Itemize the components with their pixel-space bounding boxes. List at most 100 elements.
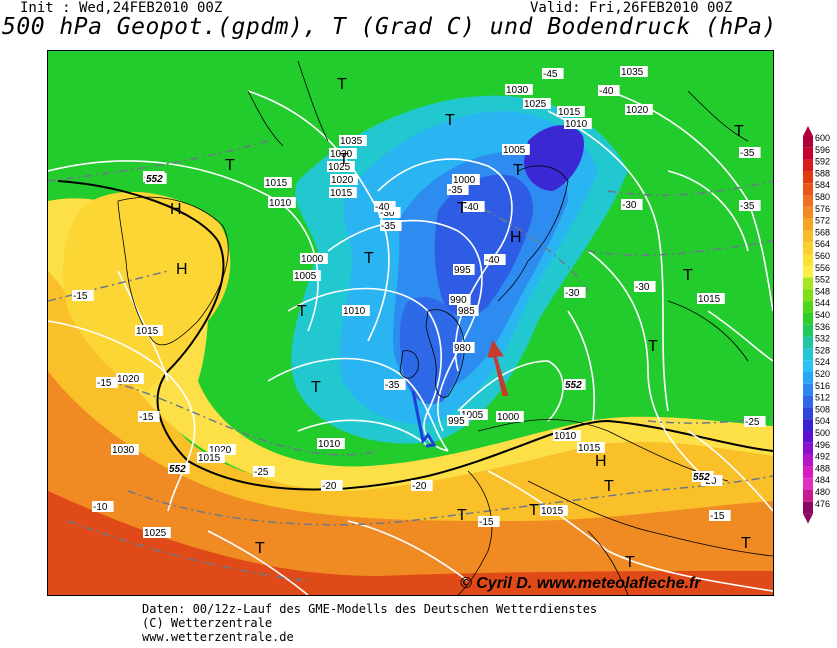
legend-swatch [803, 348, 813, 361]
legend-level-label: 512 [815, 393, 830, 403]
pressure-label: 1020 [117, 374, 140, 385]
pressure-label-bg [620, 66, 648, 77]
blue-arrow [411, 390, 437, 448]
geopotential-label-bg [564, 379, 586, 390]
temperature-label: -35 [448, 185, 463, 196]
temperature-label-bg [739, 200, 761, 211]
pressure-label-bg [111, 444, 139, 455]
temperature-label-bg [253, 466, 275, 477]
pressure-label: 1000 [497, 412, 520, 423]
legend-swatch [803, 372, 813, 384]
pressure-label-bg [697, 293, 725, 304]
temperature-label: -40 [464, 202, 479, 213]
high-pressure-marker: H [176, 261, 188, 278]
pressure-label: 1000 [301, 254, 324, 265]
pressure-label: 1015 [578, 443, 601, 454]
legend-swatch [803, 159, 813, 172]
temperature-label: -20 [412, 481, 427, 492]
low-pressure-marker: T [734, 123, 744, 140]
chart-title: 500 hPa Geopot.(gpdm), T (Grad C) und Bo… [2, 14, 777, 40]
temperature-label-bg [96, 377, 118, 388]
low-pressure-marker: T [741, 535, 751, 552]
low-pressure-marker: T [457, 200, 467, 217]
valid-time-label: Valid: Fri,26FEB2010 00Z [530, 0, 733, 16]
legend-swatch [803, 431, 813, 443]
pressure-label: 1015 [198, 453, 221, 464]
temperature-label: -35 [381, 221, 396, 232]
legend-level-label: 584 [815, 180, 830, 190]
temperature-label-bg [564, 287, 586, 298]
temperature-label-bg [138, 411, 160, 422]
legend-level-label: 516 [815, 381, 830, 391]
pressure-label-bg [449, 294, 471, 305]
pressure-label-bg [540, 505, 568, 516]
footer-copyright: (C) Wetterzentrale [142, 616, 273, 630]
pressure-label: 1025 [524, 99, 547, 110]
legend-swatch [803, 301, 813, 313]
pressure-label-bg [342, 305, 370, 316]
pressure-label-bg [268, 197, 296, 208]
temperature-label-bg [542, 68, 564, 79]
legend-level-label: 576 [815, 204, 830, 214]
legend-level-label: 528 [815, 345, 830, 355]
geopotential-label: 552 [169, 464, 186, 475]
pressure-label: 1010 [343, 306, 366, 317]
pressure-label-bg [208, 444, 236, 455]
legend-level-label: 560 [815, 251, 830, 261]
legend-swatch [803, 324, 813, 337]
temperature-label: -15 [97, 378, 112, 389]
temperature-label-bg [379, 207, 401, 218]
temperature-label-bg [72, 290, 94, 301]
pressure-label: 1035 [340, 136, 363, 147]
legend-swatch [803, 490, 813, 502]
legend-swatch [803, 383, 813, 396]
pressure-label: 1020 [331, 175, 354, 186]
pressure-label-bg [329, 187, 357, 198]
temperature-label-bg [384, 379, 406, 390]
legend-level-label: 544 [815, 298, 830, 308]
legend-swatch [803, 171, 813, 184]
legend-level-label: 540 [815, 310, 830, 320]
pressure-label-bg [557, 106, 585, 117]
pressure-label: 1025 [328, 162, 351, 173]
pressure-label: 1010 [565, 119, 588, 130]
legend-level-label: 568 [815, 227, 830, 237]
temperature-label: -30 [635, 282, 650, 293]
color-legend: 600 596 592 588 584 580 576 572 568 564 560 556 552 5… [800, 126, 837, 526]
low-pressure-marker: T [513, 162, 523, 179]
legend-swatch [803, 265, 813, 278]
temperature-label-bg [621, 199, 643, 210]
pressure-label: 1015 [541, 506, 564, 517]
low-pressure-marker: T [529, 502, 539, 519]
pressure-label-bg [496, 411, 524, 422]
legend-swatch [803, 442, 813, 455]
pressure-label: 1030 [506, 85, 529, 96]
temperature-label-bg [321, 480, 343, 491]
legend-level-label: 572 [815, 216, 830, 226]
pressure-label-bg [143, 527, 171, 538]
temperature-label: -45 [543, 69, 558, 80]
low-pressure-marker: T [225, 157, 235, 174]
pressure-label-bg [135, 325, 163, 336]
legend-swatch [803, 419, 813, 431]
high-pressure-marker: H [510, 229, 522, 246]
geopotential-label: 552 [146, 174, 163, 185]
pressure-label-bg [452, 174, 480, 185]
footer-data-source: Daten: 00/12z-Lauf des GME-Modells des D… [142, 602, 598, 616]
red-arrow [487, 339, 509, 397]
band-508 [434, 174, 533, 317]
legend-swatch [803, 206, 813, 219]
legend-level-label: 552 [815, 275, 830, 285]
pressure-label-bg [116, 373, 144, 384]
legend-level-label: 592 [815, 157, 830, 167]
pressure-label: 990 [450, 295, 467, 306]
legend-level-label: 532 [815, 334, 830, 344]
legend-swatch [803, 136, 813, 148]
temperature-label: -15 [710, 511, 725, 522]
low-pressure-marker: T [683, 267, 693, 284]
temperature-label-bg [744, 416, 766, 427]
legend-level-label: 508 [815, 404, 830, 414]
footer: Daten: 00/12z-Lauf des GME-Modells des D… [142, 602, 597, 644]
pressure-label-bg [300, 253, 328, 264]
legend-swatch [803, 242, 813, 254]
